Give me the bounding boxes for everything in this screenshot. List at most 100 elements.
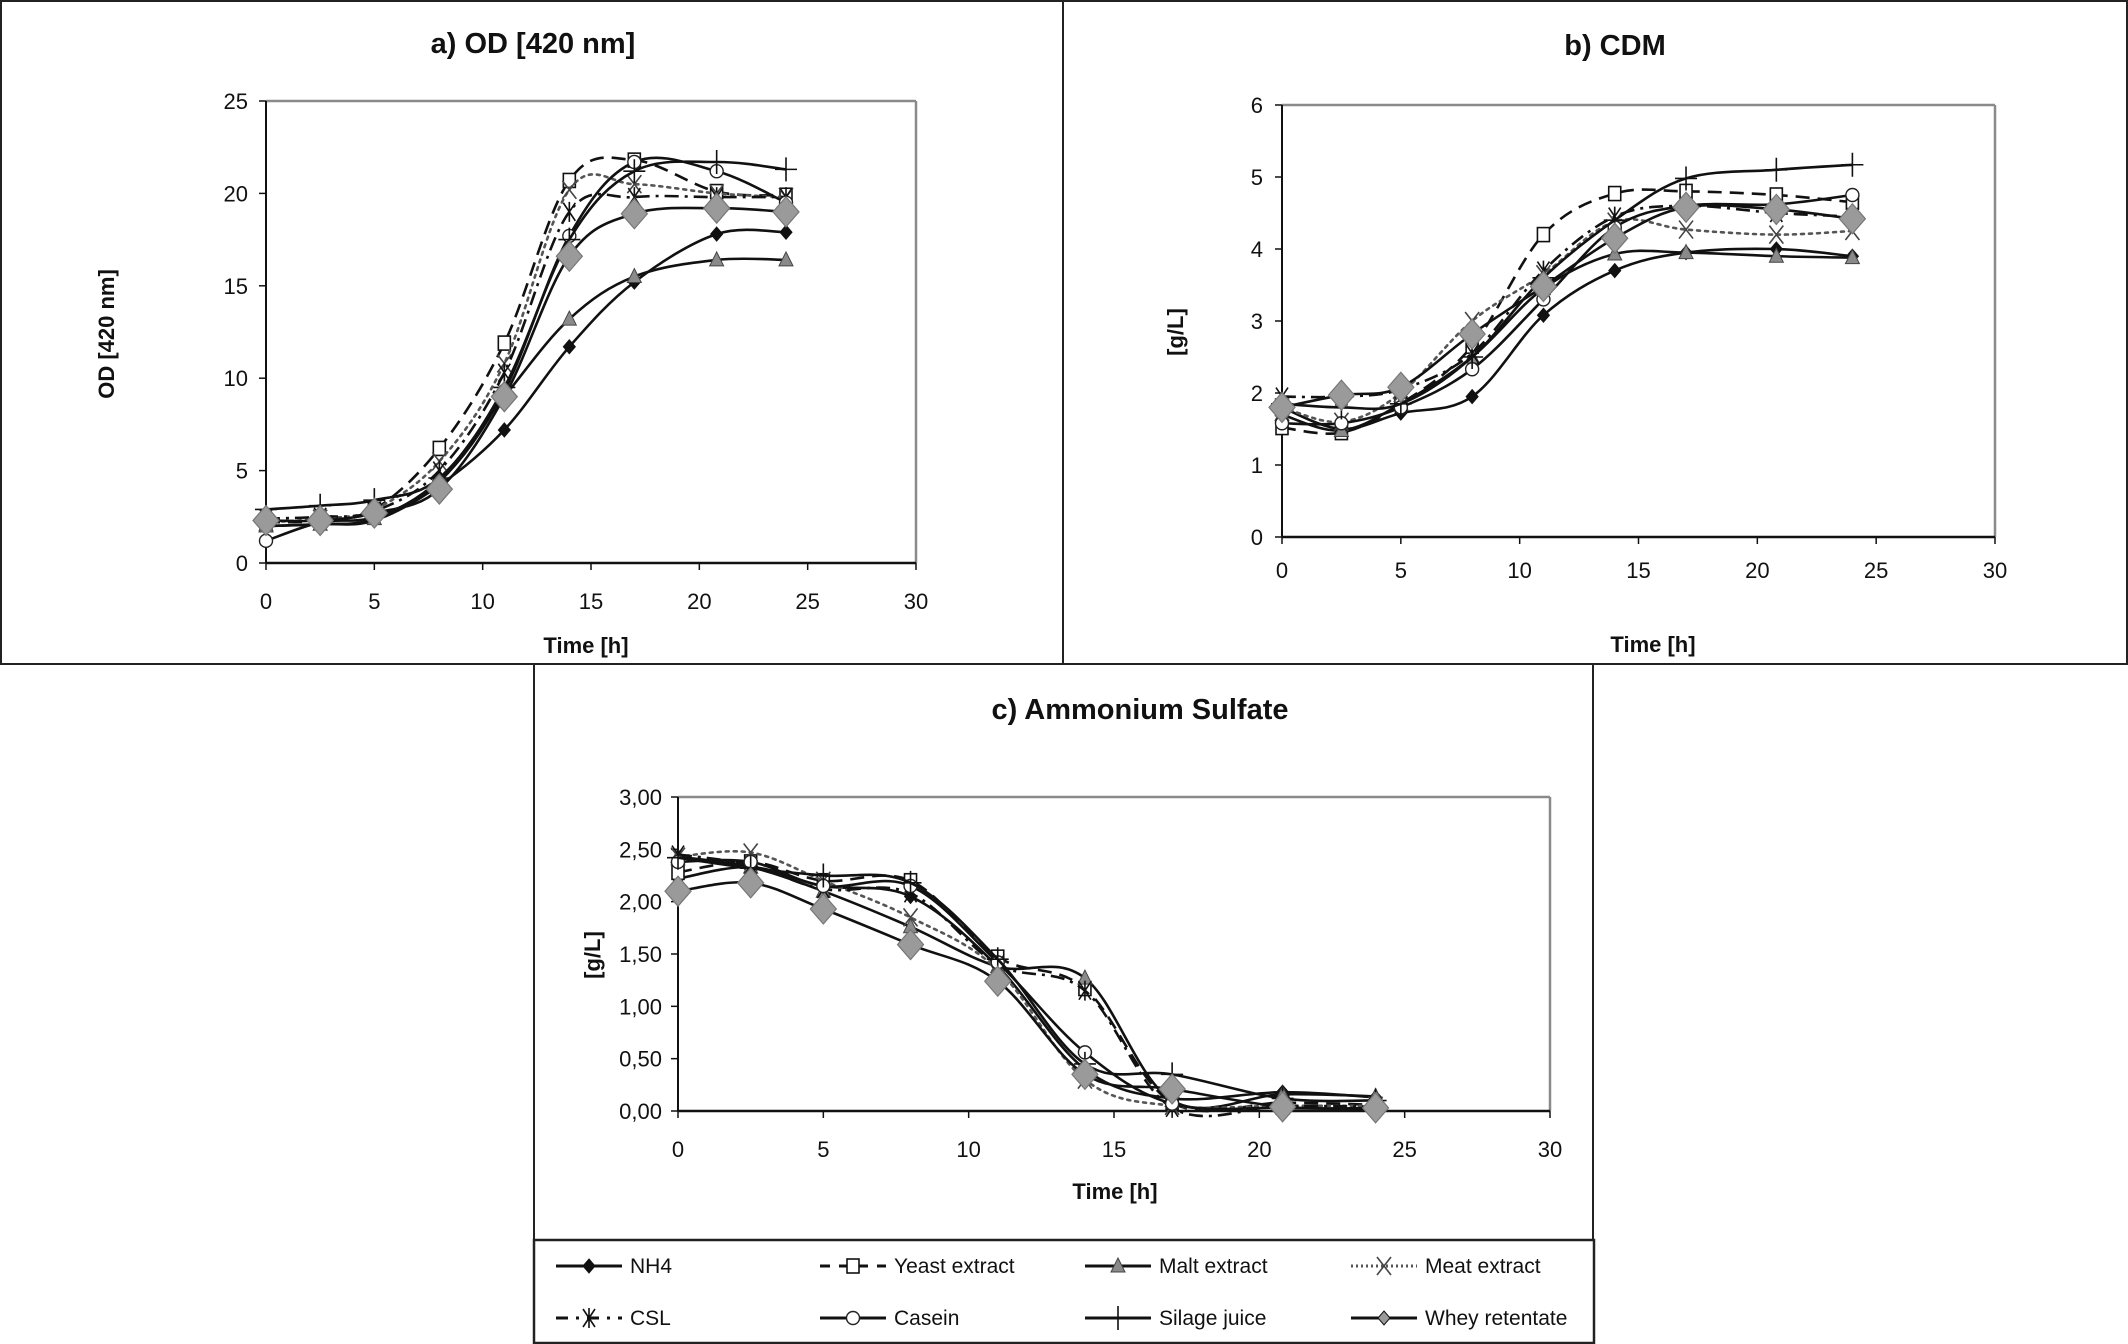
data-point <box>772 195 800 228</box>
data-point <box>983 965 1012 998</box>
data-point <box>432 440 447 457</box>
data-point <box>1071 1058 1099 1091</box>
series-casein <box>670 854 1383 1117</box>
chart-a-ylabel: OD [420 nm] <box>94 269 119 399</box>
data-point <box>1762 193 1791 226</box>
data-point <box>1838 202 1867 235</box>
y-tick-label: 4 <box>1251 237 1263 262</box>
y-tick-label: 10 <box>224 366 248 391</box>
y-tick-label: 0,00 <box>619 1099 662 1124</box>
data-point <box>896 928 925 961</box>
data-point <box>1678 243 1694 260</box>
data-point <box>736 866 765 899</box>
series-line <box>265 228 787 528</box>
data-point <box>626 267 643 284</box>
series-line <box>1281 204 1853 399</box>
legend-item: NH4 <box>556 1255 672 1278</box>
y-tick-label: 2,00 <box>619 890 662 915</box>
data-point <box>1158 1073 1186 1105</box>
chart-a: a) OD [420 nm] OD [420 nm] Time [h] 0 5 10… <box>94 28 928 658</box>
chart-b-ylabel: [g/L] <box>1163 308 1188 356</box>
x-tick-label: 30 <box>1538 1137 1562 1162</box>
legend-label: Malt extract <box>1159 1255 1268 1278</box>
data-point <box>1529 270 1558 303</box>
y-tick-label: 20 <box>224 181 248 206</box>
series-nh4 <box>259 224 793 534</box>
x-tick-label: 10 <box>1507 558 1531 583</box>
data-point <box>1768 247 1785 263</box>
y-tick-label: 1,50 <box>619 942 662 967</box>
data-point <box>702 192 731 225</box>
x-tick-label: 30 <box>904 589 928 614</box>
y-tick-label: 3 <box>1251 309 1263 334</box>
x-tick-label: 15 <box>1626 558 1650 583</box>
x-tick-label: 15 <box>579 589 603 614</box>
chart-b-xlabel: Time [h] <box>1610 632 1695 657</box>
series-line <box>1281 188 1853 435</box>
x-tick-label: 10 <box>470 589 494 614</box>
y-tick-label: 1,00 <box>619 994 662 1019</box>
chart-b-plot: 0 1 2 3 4 5 6 0 5 10 15 20 25 30 <box>1251 93 2007 583</box>
x-tick-label: 5 <box>1395 558 1407 583</box>
y-tick-label: 15 <box>224 274 248 299</box>
data-point <box>623 159 646 184</box>
x-tick-label: 20 <box>687 589 711 614</box>
data-point <box>705 149 728 174</box>
series-line <box>1281 163 1853 411</box>
y-tick-label: 6 <box>1251 93 1263 118</box>
y-tick-label: 5 <box>1251 165 1263 190</box>
chart-c-xlabel: Time [h] <box>1072 1179 1157 1204</box>
data-point <box>252 504 280 537</box>
legend-label: CSL <box>630 1307 671 1330</box>
chart-c-plot: 0,00 0,50 1,00 1,50 2,00 2,50 3,00 0 5 10 15 20 25 30 <box>619 785 1562 1162</box>
data-point <box>497 422 511 438</box>
series-line <box>1281 193 1853 426</box>
data-point <box>561 309 578 326</box>
legend-label: Whey retentate <box>1425 1307 1567 1330</box>
series-line <box>265 192 786 520</box>
x-tick-label: 0 <box>672 1137 684 1162</box>
legend-label: NH4 <box>630 1255 672 1278</box>
data-point <box>708 250 725 267</box>
chart-a-plot: 0 5 10 15 20 25 0 5 10 15 20 25 30 <box>224 89 929 614</box>
chart-a-title: a) OD [420 nm] <box>431 28 636 60</box>
series-line <box>1281 247 1853 431</box>
legend-marker <box>846 1258 860 1274</box>
series-nh4 <box>671 859 1383 1107</box>
x-tick-label: 20 <box>1745 558 1769 583</box>
x-tick-label: 0 <box>260 589 272 614</box>
y-tick-label: 0 <box>236 551 248 576</box>
data-point <box>562 201 576 222</box>
legend-box <box>532 1238 1596 1344</box>
data-point <box>1361 1091 1390 1124</box>
y-tick-label: 2,50 <box>619 837 662 862</box>
data-point <box>1678 220 1694 240</box>
x-tick-label: 5 <box>368 589 380 614</box>
series-whey-retentate <box>252 192 800 537</box>
data-point <box>1607 185 1622 202</box>
data-point <box>1387 371 1415 404</box>
data-point <box>812 863 835 888</box>
data-point <box>1458 318 1486 350</box>
chart-a-xlabel: Time [h] <box>543 633 628 658</box>
data-point <box>1536 307 1551 324</box>
data-point <box>620 197 649 230</box>
y-tick-label: 0 <box>1251 525 1263 550</box>
legend-marker <box>1110 1256 1126 1273</box>
legend-item: Casein <box>820 1307 959 1330</box>
data-point <box>561 180 577 200</box>
data-point <box>779 224 793 240</box>
legend-marker <box>582 1258 596 1274</box>
data-point <box>710 226 724 242</box>
legend-item: Malt extract <box>1085 1255 1268 1278</box>
data-point <box>667 845 689 870</box>
series-malt-extract <box>258 250 794 533</box>
data-point <box>809 893 838 925</box>
series-line <box>677 860 1376 1113</box>
data-point <box>1608 262 1622 279</box>
series-meat-extract <box>670 842 1384 1116</box>
series-line <box>265 206 787 523</box>
chart-c-ylabel: [g/L] <box>580 931 605 979</box>
data-point <box>1672 191 1700 224</box>
